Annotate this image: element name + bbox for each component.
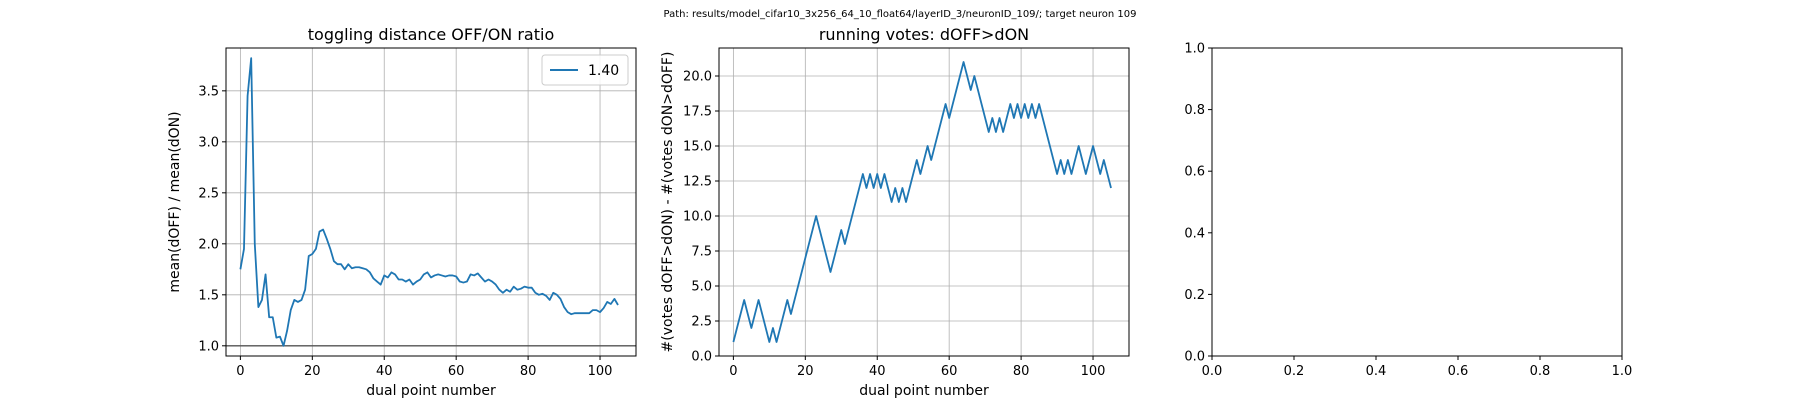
y-tick-label: 3.5 bbox=[198, 84, 219, 99]
x-tick-label: 0.0 bbox=[1202, 364, 1223, 379]
x-tick-label: 80 bbox=[520, 364, 537, 379]
y-tick-label: 5.0 bbox=[691, 280, 712, 295]
x-tick-label: 20 bbox=[797, 364, 814, 379]
votes-chart: 0 20 40 60 80 100 0.0 2.5 5.0 7.5 10.0 12.5 15.0 17.5… bbox=[660, 25, 1130, 399]
x-tick-label: 80 bbox=[1013, 364, 1030, 379]
x-tick-label: 0.6 bbox=[1448, 364, 1469, 379]
y-tick-label: 1.0 bbox=[1184, 42, 1205, 57]
y-tick-label: 0.0 bbox=[1184, 350, 1205, 365]
chart-title: toggling distance OFF/ON ratio bbox=[308, 25, 554, 44]
legend: 1.40 bbox=[541, 54, 629, 86]
y-axis-label: #(votes dOFF>dON) - #(votes dON>dOFF) bbox=[660, 52, 676, 353]
axes-frame bbox=[1211, 47, 1623, 357]
y-tick-label: 3.0 bbox=[198, 135, 219, 150]
y-tick-label: 0.6 bbox=[1184, 165, 1205, 180]
x-tick-label: 1.0 bbox=[1612, 364, 1633, 379]
x-tick-label: 40 bbox=[376, 364, 393, 379]
x-tick-label: 40 bbox=[869, 364, 886, 379]
y-tick-label: 20.0 bbox=[683, 70, 712, 85]
axes-frame bbox=[225, 47, 637, 357]
y-tick-label: 2.5 bbox=[691, 315, 712, 330]
y-tick-label: 1.5 bbox=[198, 288, 219, 303]
x-tick-label: 100 bbox=[1081, 364, 1106, 379]
grid bbox=[226, 48, 636, 356]
series-line bbox=[732, 61, 1112, 343]
y-tick-label: 15.0 bbox=[683, 140, 712, 155]
x-tick-label: 0 bbox=[236, 364, 244, 379]
x-tick-label: 0.4 bbox=[1366, 364, 1387, 379]
legend-label: 1.40 bbox=[588, 63, 619, 79]
figure-suptitle: Path: results/model_cifar10_3x256_64_10_… bbox=[664, 9, 1137, 20]
y-tick-label: 17.5 bbox=[683, 105, 712, 120]
axes-frame bbox=[718, 47, 1130, 357]
series-line bbox=[239, 57, 619, 347]
y-tick-label: 0.0 bbox=[691, 350, 712, 365]
x-axis-label: dual point number bbox=[859, 383, 989, 399]
empty-chart: 0.0 0.2 0.4 0.6 0.8 1.0 0.0 0.2 0.4 0.6 0.8 1.0 bbox=[1184, 42, 1632, 380]
y-tick-label: 12.5 bbox=[683, 175, 712, 190]
grid bbox=[719, 48, 1129, 357]
y-tick-label: 0.8 bbox=[1184, 103, 1205, 118]
y-tick-label: 2.0 bbox=[198, 237, 219, 252]
y-tick-label: 0.2 bbox=[1184, 288, 1205, 303]
chart-title: running votes: dOFF>dON bbox=[819, 25, 1029, 44]
y-tick-label: 2.5 bbox=[198, 186, 219, 201]
ratio-chart: 0 20 40 60 80 100 1.0 1.5 2.0 2.5 3.0 3.5 toggling d… bbox=[167, 25, 637, 399]
x-tick-label: 0.2 bbox=[1284, 364, 1305, 379]
x-tick-label: 60 bbox=[941, 364, 958, 379]
x-tick-label: 0 bbox=[729, 364, 737, 379]
y-tick-label: 7.5 bbox=[691, 245, 712, 260]
y-tick-label: 0.4 bbox=[1184, 226, 1205, 241]
x-tick-label: 60 bbox=[448, 364, 465, 379]
x-tick-label: 100 bbox=[588, 364, 613, 379]
x-tick-label: 0.8 bbox=[1530, 364, 1551, 379]
y-tick-label: 10.0 bbox=[683, 210, 712, 225]
x-axis-label: dual point number bbox=[366, 383, 496, 399]
y-axis-label: mean(dOFF) / mean(dON) bbox=[167, 111, 183, 292]
legend-box bbox=[541, 54, 629, 86]
x-tick-label: 20 bbox=[304, 364, 321, 379]
y-tick-label: 1.0 bbox=[198, 339, 219, 354]
